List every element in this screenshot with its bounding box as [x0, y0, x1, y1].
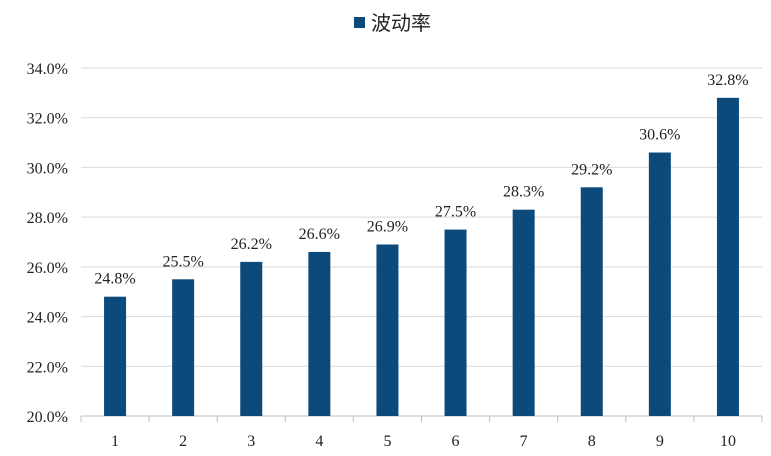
y-tick-label: 24.0%	[27, 310, 68, 327]
data-label: 24.8%	[94, 271, 135, 288]
data-label: 30.6%	[639, 127, 680, 144]
x-tick-label: 8	[588, 433, 596, 450]
grid-lines	[81, 67, 762, 367]
bar	[580, 187, 603, 416]
data-labels: 24.8% 25.5% 26.2% 26.6% 26.9% 27.5% 28.3% 29.2%…	[94, 72, 748, 288]
x-tick-label: 2	[179, 433, 187, 450]
data-label: 25.5%	[162, 253, 203, 270]
x-axis: 1 2 3 4 5 6 7 8 9 10	[80, 415, 763, 450]
bar	[716, 97, 739, 416]
y-tick-label: 30.0%	[27, 160, 68, 177]
data-label: 26.6%	[299, 226, 340, 243]
data-label: 26.9%	[367, 218, 408, 235]
y-tick-label: 32.0%	[27, 111, 68, 128]
bar	[240, 261, 263, 416]
bar	[308, 251, 331, 416]
y-tick-label: 22.0%	[27, 359, 68, 376]
x-tick-label: 10	[720, 433, 736, 450]
data-label: 29.2%	[571, 161, 612, 178]
x-tick-label: 5	[383, 433, 391, 450]
legend-label: 波动率	[371, 11, 431, 35]
bar	[648, 152, 671, 416]
bar	[512, 209, 535, 416]
data-label: 27.5%	[435, 204, 476, 221]
x-tick-label: 9	[656, 433, 664, 450]
y-tick-label: 28.0%	[27, 210, 68, 227]
bars	[104, 97, 739, 416]
x-tick-label: 7	[520, 433, 528, 450]
y-tick-label: 20.0%	[27, 409, 68, 426]
bar	[376, 244, 399, 416]
legend-swatch	[354, 17, 365, 28]
x-tick-label: 6	[452, 433, 460, 450]
x-tick-label: 1	[111, 433, 119, 450]
y-tick-label: 34.0%	[27, 61, 68, 78]
data-label: 32.8%	[707, 72, 748, 89]
y-tick-label: 26.0%	[27, 260, 68, 277]
legend: 波动率	[354, 11, 431, 35]
x-tick-label: 4	[315, 433, 323, 450]
x-tick-label: 3	[247, 433, 255, 450]
bar	[104, 296, 127, 416]
y-axis-tick-labels: 20.0% 22.0% 24.0% 26.0% 28.0% 30.0% 32.0% 34.0%	[27, 61, 68, 426]
data-label: 28.3%	[503, 184, 544, 201]
bar	[172, 279, 195, 416]
data-label: 26.2%	[231, 236, 272, 253]
bar	[444, 229, 467, 416]
